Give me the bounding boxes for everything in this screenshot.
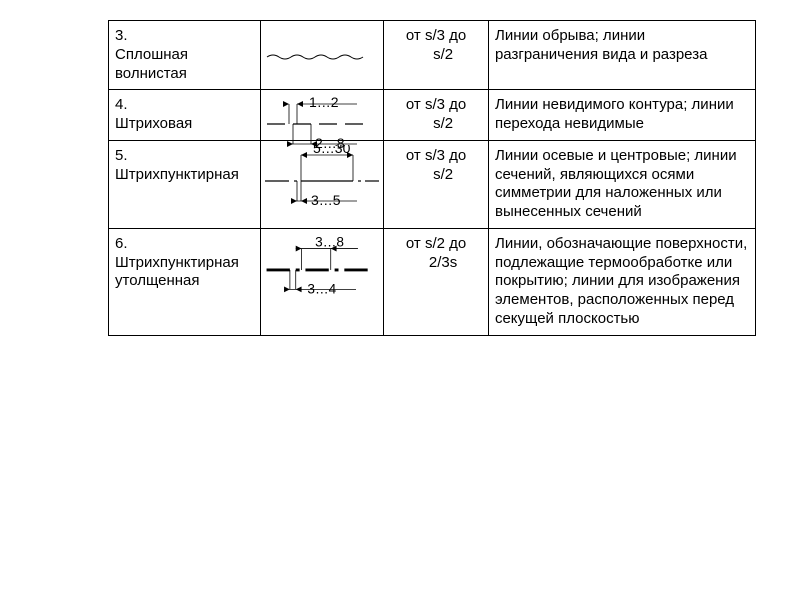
usage-text: Линии, обозначающие поверхности, подлежа… xyxy=(495,235,747,327)
cell-thickness: от s/3 до s/2 xyxy=(384,90,489,141)
dim-bottom: 3…5 xyxy=(311,192,341,208)
cell-visual: 5…30 3…5 xyxy=(260,140,383,228)
cell-usage: Линии обрыва; линии разграничения вида и… xyxy=(488,21,755,90)
cell-usage: Линии невидимого контура; линии перехода… xyxy=(488,90,755,141)
cell-usage: Линии осевые и центровые; линии сечений,… xyxy=(488,140,755,228)
usage-text: Линии обрыва; линии разграничения вида и… xyxy=(495,27,707,63)
thickness-l1: от s/2 до xyxy=(390,235,482,254)
cell-thickness: от s/3 до s/2 xyxy=(384,140,489,228)
dim-top: 3…8 xyxy=(315,234,344,249)
page: 3. Сплошная волнистая от s/3 до s/2 Лини… xyxy=(0,0,800,600)
cell-name: 6. Штрихпунктирная утолщенная xyxy=(109,228,261,335)
wavy-line-icon xyxy=(261,35,381,75)
row-name: Штрихпунктирная xyxy=(115,166,254,185)
row-number: 3. xyxy=(115,27,254,46)
table-row: 5. Штрихпунктирная 5…30 xyxy=(109,140,756,228)
cell-thickness: от s/2 до 2/3s xyxy=(384,228,489,335)
thickness-l2: s/2 xyxy=(390,166,482,185)
dash-dot-thick-line-icon: 3…8 3…4 xyxy=(261,233,381,303)
cell-usage: Линии, обозначающие поверхности, подлежа… xyxy=(488,228,755,335)
row-name: Штрихпунктирная утолщенная xyxy=(115,254,254,292)
cell-visual xyxy=(260,21,383,90)
cell-visual: 3…8 3…4 xyxy=(260,228,383,335)
thickness-l2: 2/3s xyxy=(390,254,482,273)
table-row: 4. Штриховая 1…2 xyxy=(109,90,756,141)
cell-name: 3. Сплошная волнистая xyxy=(109,21,261,90)
usage-text: Линии невидимого контура; линии перехода… xyxy=(495,96,734,132)
thickness-l2: s/2 xyxy=(390,46,482,65)
line-types-table: 3. Сплошная волнистая от s/3 до s/2 Лини… xyxy=(108,20,756,336)
row-number: 5. xyxy=(115,147,254,166)
dash-dot-line-icon: 5…30 3…5 xyxy=(261,145,381,215)
row-number: 4. xyxy=(115,96,254,115)
dim-bottom: 3…4 xyxy=(307,281,336,296)
thickness-l1: от s/3 до xyxy=(390,147,482,166)
thickness-l2: s/2 xyxy=(390,115,482,134)
cell-name: 4. Штриховая xyxy=(109,90,261,141)
table-row: 3. Сплошная волнистая от s/3 до s/2 Лини… xyxy=(109,21,756,90)
thickness-l1: от s/3 до xyxy=(390,27,482,46)
cell-name: 5. Штрихпунктирная xyxy=(109,140,261,228)
dim-top: 5…30 xyxy=(313,145,351,156)
cell-visual: 1…2 2…8 xyxy=(260,90,383,141)
thickness-l1: от s/3 до xyxy=(390,96,482,115)
dim-top: 1…2 xyxy=(309,94,339,110)
row-name: Штриховая xyxy=(115,115,254,134)
table-row: 6. Штрихпунктирная утолщенная 3…8 xyxy=(109,228,756,335)
row-name: Сплошная волнистая xyxy=(115,46,254,84)
row-number: 6. xyxy=(115,235,254,254)
usage-text: Линии осевые и центровые; линии сечений,… xyxy=(495,147,737,220)
cell-thickness: от s/3 до s/2 xyxy=(384,21,489,90)
